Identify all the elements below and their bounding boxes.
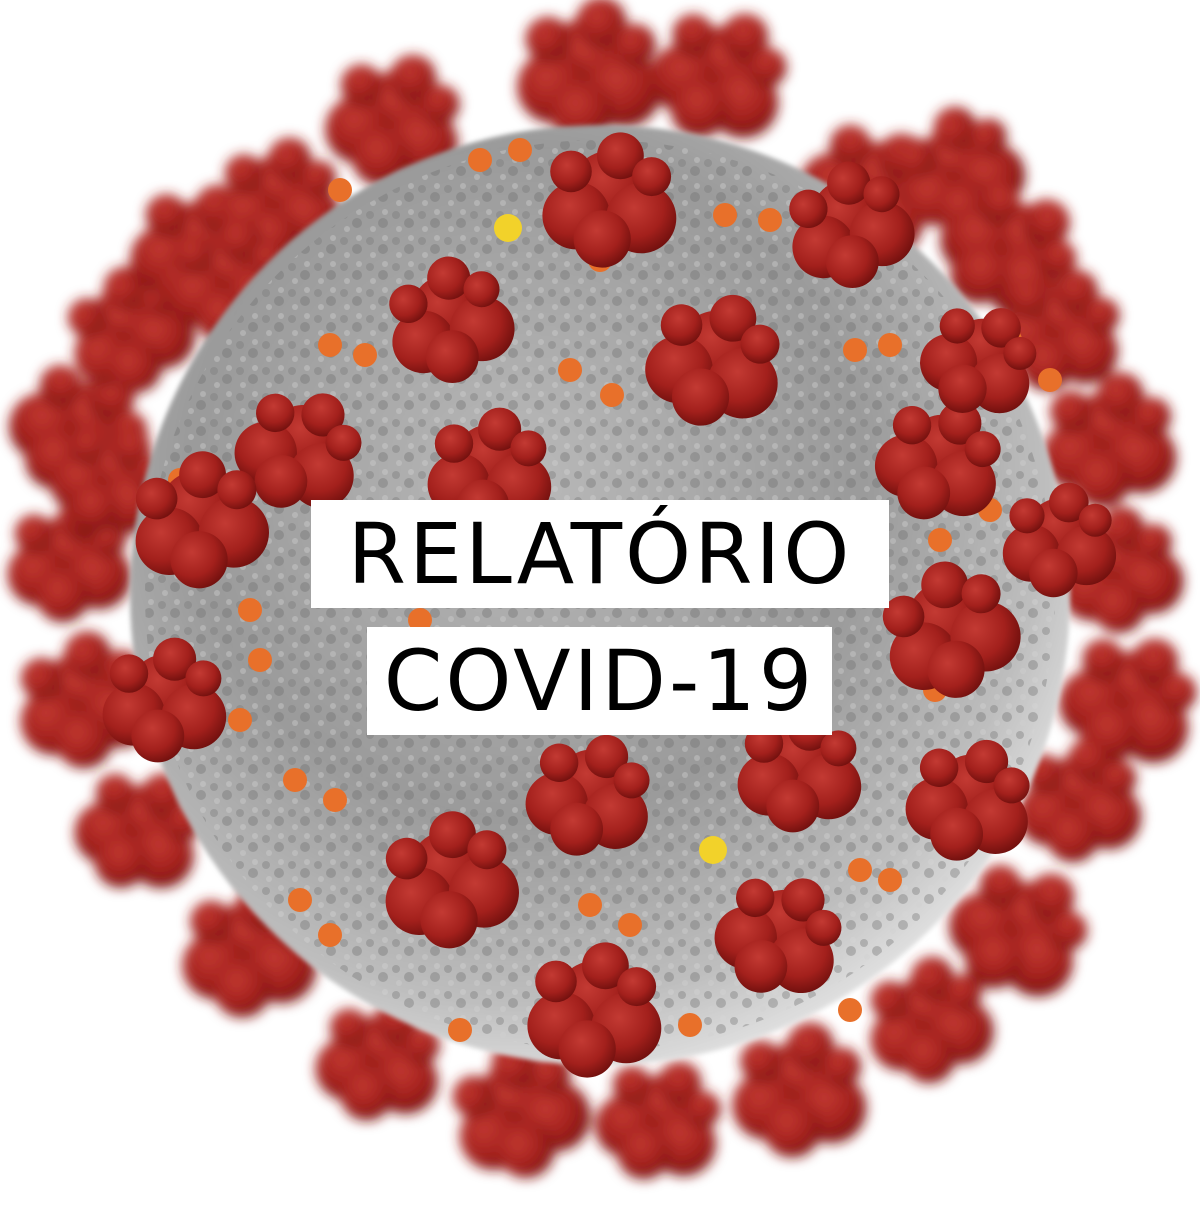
e-protein-dot bbox=[328, 178, 352, 202]
e-protein-dot bbox=[678, 1013, 702, 1037]
e-protein-dot bbox=[600, 383, 624, 407]
report-title-line-1: RELATÓRIO bbox=[311, 500, 889, 608]
e-protein-dot bbox=[618, 913, 642, 937]
e-protein-dot bbox=[508, 138, 532, 162]
e-protein-dot bbox=[318, 333, 342, 357]
rim-spike bbox=[732, 1022, 867, 1158]
e-protein-dot bbox=[318, 923, 342, 947]
e-protein-dot bbox=[558, 358, 582, 382]
m-protein-dots bbox=[494, 214, 727, 864]
e-protein-dot bbox=[288, 888, 312, 912]
e-protein-dot bbox=[713, 203, 737, 227]
e-protein-dot bbox=[448, 1018, 472, 1042]
e-protein-dot bbox=[878, 868, 902, 892]
e-protein-dot bbox=[248, 648, 272, 672]
e-protein-dot bbox=[323, 788, 347, 812]
e-protein-dot bbox=[353, 343, 377, 367]
e-protein-dot bbox=[408, 608, 432, 632]
e-protein-dot bbox=[228, 708, 252, 732]
report-title-line-2: COVID-19 bbox=[367, 627, 832, 735]
e-protein-dot bbox=[578, 893, 602, 917]
e-protein-dot bbox=[848, 858, 872, 882]
e-protein-dot bbox=[928, 528, 952, 552]
e-protein-dot bbox=[878, 333, 902, 357]
rim-spike bbox=[517, 0, 662, 143]
e-protein-dot bbox=[238, 598, 262, 622]
e-protein-dot bbox=[283, 768, 307, 792]
e-protein-dot bbox=[838, 998, 862, 1022]
e-protein-dot bbox=[1038, 368, 1062, 392]
e-protein-dot bbox=[843, 338, 867, 362]
e-protein-dots bbox=[168, 138, 1062, 1042]
e-protein-dot bbox=[468, 148, 492, 172]
e-protein-dot bbox=[758, 208, 782, 232]
